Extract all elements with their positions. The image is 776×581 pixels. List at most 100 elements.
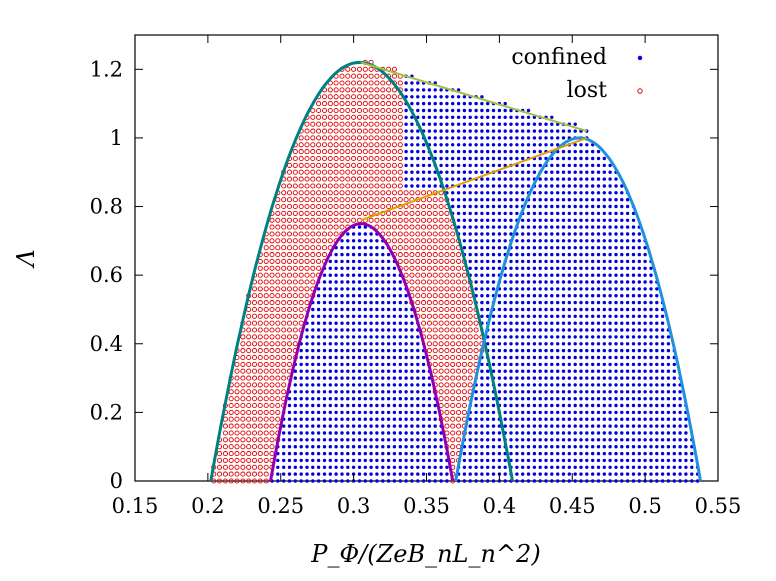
lost-point: [461, 327, 467, 333]
confined-point: [357, 383, 362, 387]
confined-point: [544, 383, 548, 387]
confined-point: [544, 280, 548, 284]
confined-point: [637, 451, 641, 456]
confined-point: [480, 184, 484, 188]
lost-point: [269, 224, 275, 230]
lost-point: [456, 327, 462, 333]
lost-point: [438, 217, 444, 223]
confined-point: [381, 451, 385, 456]
confined-point: [363, 300, 367, 305]
confined-point: [538, 246, 542, 250]
confined-point: [462, 232, 467, 236]
confined-point: [515, 465, 519, 469]
lost-point: [327, 190, 333, 196]
confined-point: [480, 438, 484, 442]
confined-point: [416, 431, 420, 435]
lost-point: [380, 176, 386, 182]
confined-point: [561, 397, 566, 401]
confined-point: [340, 252, 344, 257]
confined-point: [550, 307, 554, 312]
lost-point: [380, 128, 386, 134]
lost-point: [450, 457, 456, 463]
lost-point: [304, 203, 310, 210]
lost-point: [444, 265, 450, 271]
confined-point: [526, 417, 531, 421]
confined-point: [421, 184, 426, 188]
confined-point: [322, 417, 327, 421]
lost-point: [269, 444, 275, 450]
confined-point: [369, 410, 373, 415]
lost-point: [345, 155, 351, 162]
lost-point: [321, 217, 328, 223]
lost-point: [304, 142, 310, 148]
confined-point: [334, 479, 338, 483]
lost-point: [269, 348, 275, 354]
confined-point: [305, 424, 309, 428]
confined-point: [567, 417, 571, 421]
lost-point: [234, 375, 240, 381]
confined-point: [643, 403, 647, 408]
confined-point: [375, 369, 379, 373]
confined-point: [573, 362, 577, 367]
confined-point: [573, 294, 577, 298]
lost-point: [351, 169, 357, 175]
confined-point: [462, 129, 467, 133]
lost-point: [421, 203, 427, 210]
confined-point: [585, 156, 589, 161]
lost-point: [426, 217, 432, 223]
lost-point: [339, 176, 345, 182]
confined-point: [620, 300, 624, 305]
confined-point: [649, 266, 653, 270]
confined-point: [346, 390, 350, 394]
confined-point: [625, 218, 630, 222]
confined-point: [491, 410, 496, 415]
confined-point: [486, 122, 490, 126]
confined-point: [515, 445, 519, 449]
confined-point: [614, 204, 618, 209]
confined-point: [602, 198, 606, 202]
lost-point: [281, 183, 287, 189]
confined-point: [497, 198, 502, 202]
confined-point: [614, 445, 618, 449]
confined-point: [672, 451, 676, 456]
confined-point: [509, 184, 513, 188]
confined-point: [690, 458, 694, 463]
confined-point: [404, 184, 408, 188]
confined-point: [608, 362, 612, 367]
confined-point: [486, 300, 490, 305]
confined-point: [532, 273, 537, 277]
confined-point: [515, 129, 519, 133]
lost-point: [298, 210, 304, 216]
lost-point: [304, 265, 310, 271]
confined-point: [596, 294, 601, 298]
confined-point: [357, 479, 362, 483]
confined-point: [311, 355, 315, 360]
lost-point: [281, 320, 287, 326]
confined-point: [445, 108, 449, 113]
confined-point: [521, 225, 525, 229]
lost-point: [461, 306, 467, 313]
confined-point: [497, 369, 502, 373]
lost-point: [263, 279, 269, 285]
y-tick-label: 0.4: [90, 332, 123, 356]
lost-point: [263, 341, 269, 347]
confined-point: [596, 156, 601, 161]
confined-point: [410, 417, 414, 421]
lost-point: [257, 306, 263, 313]
confined-point: [538, 445, 542, 449]
lost-point: [456, 252, 462, 258]
confined-point: [427, 445, 432, 449]
lost-point: [362, 190, 368, 196]
confined-point: [538, 328, 542, 332]
confined-point: [381, 287, 385, 291]
confined-point: [480, 252, 484, 257]
confined-point: [556, 136, 560, 140]
confined-point: [392, 417, 397, 421]
lost-point: [415, 245, 421, 251]
lost-point: [397, 183, 403, 189]
confined-point: [486, 156, 490, 161]
confined-point: [363, 246, 367, 250]
lost-point: [251, 334, 258, 340]
confined-point: [497, 218, 502, 222]
lost-point: [339, 114, 345, 120]
